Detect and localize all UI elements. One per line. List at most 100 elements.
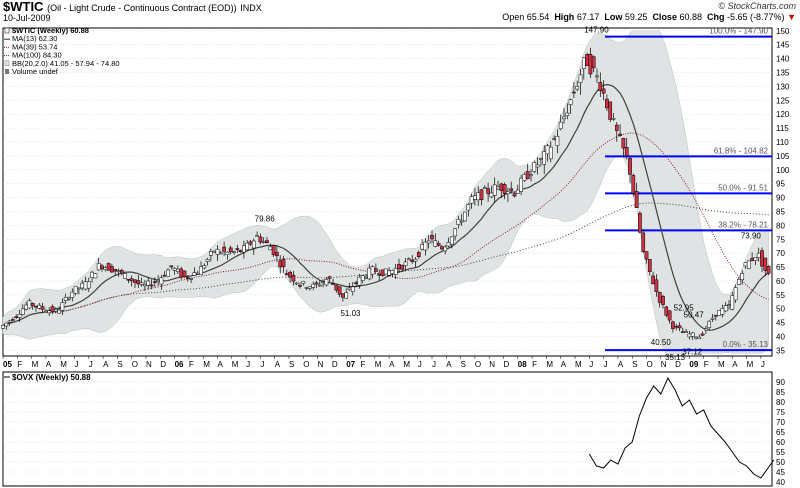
- x-tick-label: F: [17, 360, 22, 369]
- candle: [304, 287, 309, 289]
- candle: [133, 279, 137, 283]
- candle: [370, 266, 375, 275]
- candle: [535, 164, 540, 168]
- candle: [308, 286, 312, 289]
- legend-entry: MA(100) 84.30: [12, 51, 62, 60]
- candle: [189, 278, 193, 280]
- candle: [565, 112, 570, 116]
- x-tick-label: F: [704, 360, 709, 369]
- candle: [555, 136, 560, 146]
- candle: [413, 258, 418, 262]
- candle: [667, 310, 672, 321]
- candle: [380, 269, 385, 276]
- y-tick-label: 145: [776, 41, 790, 50]
- y-tick-label: 85: [776, 207, 785, 216]
- open-label: Open: [502, 12, 525, 22]
- x-tick-label: 06: [175, 360, 184, 369]
- candle: [710, 317, 715, 320]
- candle: [733, 287, 738, 301]
- candle: [176, 268, 180, 272]
- x-tick-label: D: [675, 360, 681, 369]
- candle: [265, 240, 269, 244]
- bollinger-band: [2, 30, 769, 354]
- candle: [327, 276, 332, 279]
- candle: [261, 241, 266, 243]
- x-tick-label: J: [432, 360, 436, 369]
- candle: [311, 283, 316, 288]
- price-annotation: 40.50: [651, 338, 672, 347]
- y-tick-label: 70: [776, 249, 785, 258]
- candle: [459, 220, 464, 223]
- candle: [430, 235, 434, 240]
- chg-label: Chg: [707, 12, 725, 22]
- x-tick-label: O: [303, 360, 309, 369]
- candle: [288, 271, 292, 278]
- candle: [166, 269, 170, 277]
- candle: [11, 319, 15, 321]
- candle: [473, 195, 477, 200]
- candle: [222, 246, 226, 252]
- x-tick-label: A: [618, 360, 624, 369]
- candle: [647, 259, 652, 272]
- x-tick-label: J: [75, 360, 79, 369]
- ovx-y-tick-label: 65: [776, 428, 785, 437]
- x-tick-label: D: [332, 360, 338, 369]
- candle: [172, 268, 177, 271]
- x-tick-label: 07: [346, 360, 355, 369]
- y-tick-label: 100: [776, 166, 790, 175]
- candle: [228, 247, 233, 253]
- y-tick-label: 50: [776, 305, 785, 314]
- candle: [354, 282, 358, 285]
- candle: [113, 268, 118, 272]
- x-tick-label: A: [446, 360, 452, 369]
- candle: [383, 268, 388, 275]
- candle: [568, 99, 573, 105]
- close-value: 60.88: [679, 12, 702, 22]
- chg-value: -5.65 (-8.77%): [727, 12, 785, 22]
- price-annotation: 37.12: [682, 348, 703, 357]
- candle: [30, 302, 35, 307]
- candle: [314, 282, 319, 285]
- candle: [357, 276, 362, 286]
- candle: [496, 186, 500, 190]
- candle: [713, 314, 718, 317]
- candle: [103, 267, 108, 270]
- y-tick-label: 105: [776, 152, 790, 161]
- candle: [149, 284, 154, 287]
- y-tick-label: 110: [776, 138, 789, 147]
- candle: [707, 320, 712, 328]
- candle: [657, 292, 662, 303]
- candle: [143, 284, 147, 287]
- candle: [572, 91, 576, 94]
- y-tick-label: 35: [776, 346, 785, 355]
- candle: [70, 291, 75, 298]
- x-tick-label: D: [160, 360, 166, 369]
- candle: [364, 276, 368, 279]
- candle: [334, 284, 339, 291]
- y-tick-label: 60: [776, 277, 785, 286]
- candle: [618, 133, 622, 136]
- candle: [17, 313, 22, 318]
- price-panel-frame: [2, 27, 773, 357]
- candle: [469, 196, 474, 204]
- ovx-y-tick-label: 80: [776, 398, 785, 407]
- candle: [367, 267, 372, 280]
- y-tick-label: 45: [776, 319, 785, 328]
- ovx-y-tick-label: 55: [776, 448, 785, 457]
- candle: [27, 300, 32, 309]
- candle: [53, 309, 58, 312]
- ovx-y-tick-label: 70: [776, 418, 785, 427]
- candle: [218, 252, 223, 255]
- candle: [152, 281, 157, 283]
- candle: [737, 279, 741, 285]
- candle: [205, 259, 210, 262]
- x-tick-label: O: [475, 360, 481, 369]
- x-tick-label: M: [203, 360, 210, 369]
- candle: [463, 211, 467, 222]
- candle: [601, 88, 606, 94]
- candle: [337, 286, 342, 295]
- candle: [360, 275, 365, 281]
- candle: [374, 268, 378, 272]
- x-tick-label: S: [289, 360, 294, 369]
- x-tick-label: 05: [3, 360, 12, 369]
